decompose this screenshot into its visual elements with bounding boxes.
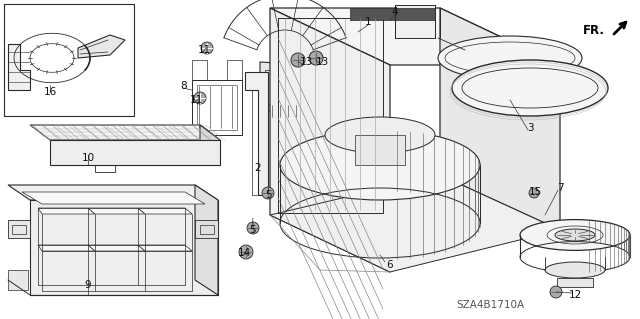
Text: 16: 16 — [44, 87, 56, 97]
Text: 13: 13 — [316, 57, 328, 67]
Polygon shape — [350, 8, 435, 20]
Text: 5: 5 — [249, 225, 255, 235]
Ellipse shape — [201, 42, 213, 54]
Polygon shape — [88, 245, 145, 251]
Text: 9: 9 — [84, 280, 92, 290]
Text: FR.: FR. — [583, 24, 605, 36]
Text: 8: 8 — [180, 81, 188, 91]
Ellipse shape — [520, 219, 630, 250]
Ellipse shape — [438, 36, 582, 80]
Polygon shape — [30, 125, 220, 140]
Text: 10: 10 — [81, 153, 95, 163]
Polygon shape — [8, 44, 30, 90]
Text: 6: 6 — [387, 260, 394, 270]
Bar — [227, 60, 242, 80]
Polygon shape — [270, 175, 560, 272]
Ellipse shape — [325, 117, 435, 153]
Bar — [12, 225, 26, 234]
Text: SZA4B1710A: SZA4B1710A — [456, 300, 524, 310]
Text: 11: 11 — [189, 95, 203, 105]
Bar — [270, 105, 300, 117]
Polygon shape — [38, 245, 95, 251]
Polygon shape — [30, 200, 218, 295]
Polygon shape — [557, 278, 593, 287]
Polygon shape — [8, 220, 30, 238]
Ellipse shape — [262, 187, 274, 199]
Polygon shape — [50, 140, 220, 165]
Text: 2: 2 — [255, 163, 261, 173]
Text: 12: 12 — [568, 290, 582, 300]
Ellipse shape — [555, 229, 595, 241]
Ellipse shape — [280, 130, 480, 200]
Text: 14: 14 — [237, 248, 251, 258]
Text: 5: 5 — [265, 190, 271, 200]
Polygon shape — [200, 125, 220, 165]
Polygon shape — [195, 220, 218, 238]
Ellipse shape — [194, 92, 206, 104]
Text: 4: 4 — [392, 7, 398, 17]
Polygon shape — [38, 208, 95, 214]
Bar — [200, 225, 214, 234]
Text: 15: 15 — [529, 187, 541, 197]
Polygon shape — [270, 8, 560, 65]
Bar — [4, 4, 134, 116]
Ellipse shape — [452, 60, 608, 116]
Text: 13: 13 — [300, 57, 312, 67]
Ellipse shape — [352, 23, 362, 33]
Polygon shape — [8, 185, 218, 200]
Ellipse shape — [291, 53, 305, 67]
Ellipse shape — [239, 245, 253, 259]
Polygon shape — [440, 8, 560, 230]
Polygon shape — [355, 135, 405, 165]
Ellipse shape — [529, 188, 539, 198]
Ellipse shape — [550, 286, 562, 298]
Polygon shape — [88, 208, 145, 214]
Ellipse shape — [545, 262, 605, 278]
Polygon shape — [138, 208, 192, 214]
Polygon shape — [8, 270, 28, 290]
Text: 3: 3 — [527, 123, 533, 133]
Ellipse shape — [247, 222, 259, 234]
Polygon shape — [395, 5, 435, 38]
Text: 7: 7 — [557, 183, 563, 193]
Bar — [278, 18, 383, 213]
Bar — [197, 85, 237, 130]
Bar — [265, 70, 305, 105]
Text: 1: 1 — [365, 17, 371, 27]
Bar — [192, 80, 242, 135]
Polygon shape — [138, 245, 192, 251]
Polygon shape — [270, 8, 390, 272]
Polygon shape — [22, 192, 205, 204]
Ellipse shape — [309, 51, 323, 65]
Polygon shape — [195, 185, 218, 295]
Polygon shape — [78, 35, 125, 58]
Polygon shape — [260, 62, 310, 115]
Polygon shape — [245, 72, 268, 195]
Text: 11: 11 — [197, 45, 211, 55]
Bar — [192, 60, 207, 80]
